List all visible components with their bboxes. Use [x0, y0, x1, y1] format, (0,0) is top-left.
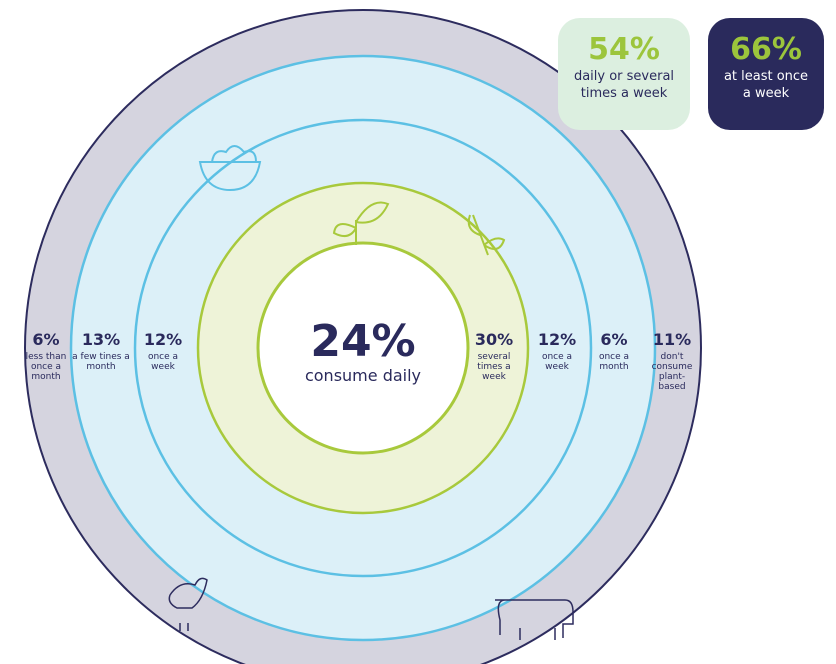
ring-text: once a month — [598, 352, 630, 372]
ring-text: once a week — [147, 352, 179, 372]
callout-box: 66% at least once a week — [708, 18, 824, 130]
ring-label: 30% several times a week — [470, 330, 518, 382]
ring-text: once a week — [541, 352, 573, 372]
ring-label: 11% don't consume plant-based — [650, 330, 694, 392]
ring-label: 13% a few tines a month — [72, 330, 130, 372]
callout-value: 54% — [588, 32, 660, 67]
ring-label: 6% once a month — [592, 330, 636, 372]
center-circle — [256, 241, 470, 455]
center-label: 24% consume daily — [263, 316, 463, 386]
center-text: consume daily — [304, 366, 422, 385]
ring-text: a few tines a month — [72, 352, 130, 372]
ring-label: 6% less than once a month — [22, 330, 70, 382]
ring-text: less than once a month — [25, 352, 67, 382]
ring-label: 12% once a week — [534, 330, 580, 372]
ring-text: several times a week — [477, 352, 511, 382]
ring-value: 12% — [143, 330, 183, 349]
ring-value: 6% — [600, 330, 628, 349]
callout-box: 54% daily or several times a week — [558, 18, 690, 130]
ring-text: don't consume plant-based — [651, 352, 693, 392]
ring-value: 13% — [81, 330, 121, 349]
callout-text: at least once a week — [723, 69, 809, 101]
callout-value: 66% — [730, 32, 802, 67]
callout-text: daily or several times a week — [573, 69, 675, 101]
ring-value: 12% — [537, 330, 577, 349]
sprout-icon — [332, 201, 506, 256]
ring-value: 30% — [474, 330, 514, 349]
ring-label: 12% once a week — [138, 330, 188, 372]
ring-value: 11% — [652, 330, 692, 349]
center-value: 24% — [310, 316, 416, 367]
ring-value: 6% — [32, 330, 60, 349]
animal-icons — [168, 577, 574, 640]
bowl-icon — [198, 145, 262, 192]
